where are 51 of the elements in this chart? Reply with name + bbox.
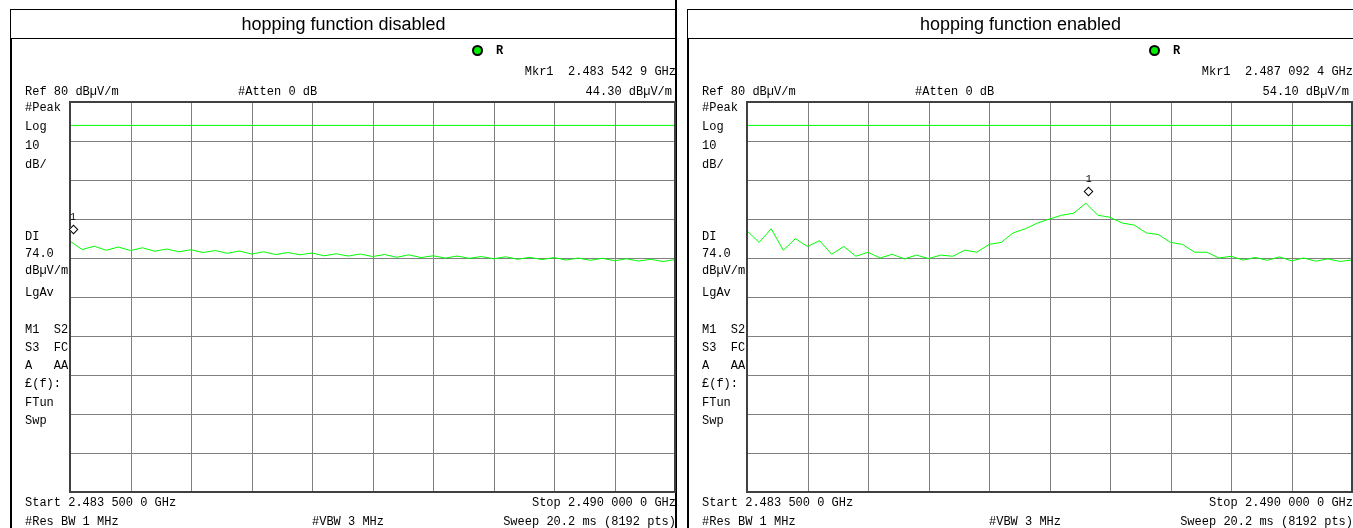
text: Log xyxy=(702,120,724,134)
text: dB/ xyxy=(702,158,724,172)
text: Stop 2.490 000 0 GHz xyxy=(531,496,676,510)
text: Sweep 20.2 ms (8192 pts) xyxy=(1180,515,1353,528)
text: Mkr1 2.483 542 9 GHz xyxy=(524,65,676,79)
text: #Atten 0 dB xyxy=(915,85,995,99)
text: Stop 2.490 000 0 GHz xyxy=(1208,496,1353,510)
text: DI xyxy=(25,230,40,244)
text: 74.0 xyxy=(25,247,54,261)
text: FTun xyxy=(702,396,731,410)
text: 74.0 xyxy=(702,247,731,261)
text: S3 FC xyxy=(702,341,746,355)
text: #Atten 0 dB xyxy=(238,85,318,99)
text: Sweep 20.2 ms (8192 pts) xyxy=(503,515,676,528)
text: £(f): xyxy=(25,377,62,391)
text: #VBW 3 MHz xyxy=(312,515,385,528)
text: LgAv xyxy=(702,286,731,300)
text: M1 S2 xyxy=(702,323,746,337)
text: M1 S2 xyxy=(25,323,69,337)
text: R xyxy=(1173,44,1181,58)
text: 54.10 dBµV/m xyxy=(1262,85,1349,99)
text: £(f): xyxy=(702,377,739,391)
text: A AA xyxy=(702,359,746,373)
text: #Res BW 1 MHz xyxy=(702,515,796,528)
text: Swp xyxy=(25,414,47,428)
text: FTun xyxy=(25,396,54,410)
text: S3 FC xyxy=(25,341,69,355)
text: 10 xyxy=(25,139,40,153)
text: dBµV/m xyxy=(25,264,69,278)
text: dBµV/m xyxy=(702,264,746,278)
text: 10 xyxy=(702,139,717,153)
text: Ref 80 dBµV/m xyxy=(702,85,796,99)
text: Start 2.483 500 0 GHz xyxy=(702,496,854,510)
text: #Res BW 1 MHz xyxy=(25,515,119,528)
text: #Peak xyxy=(25,101,62,115)
text: Ref 80 dBµV/m xyxy=(25,85,119,99)
text: Log xyxy=(25,120,47,134)
text: Mkr1 2.487 092 4 GHz xyxy=(1201,65,1353,79)
text: Start 2.483 500 0 GHz xyxy=(25,496,177,510)
text: 44.30 dBµV/m xyxy=(585,85,672,99)
text: #Peak xyxy=(702,101,739,115)
text: DI xyxy=(702,230,717,244)
text: A AA xyxy=(25,359,69,373)
text: Swp xyxy=(702,414,724,428)
chart-title: hopping function disabled xyxy=(10,9,676,39)
text: dB/ xyxy=(25,158,47,172)
text: LgAv xyxy=(25,286,54,300)
chart-title: hopping function enabled xyxy=(687,9,1353,39)
text: R xyxy=(496,44,504,58)
text: 1 xyxy=(1085,174,1092,186)
text: #VBW 3 MHz xyxy=(989,515,1062,528)
